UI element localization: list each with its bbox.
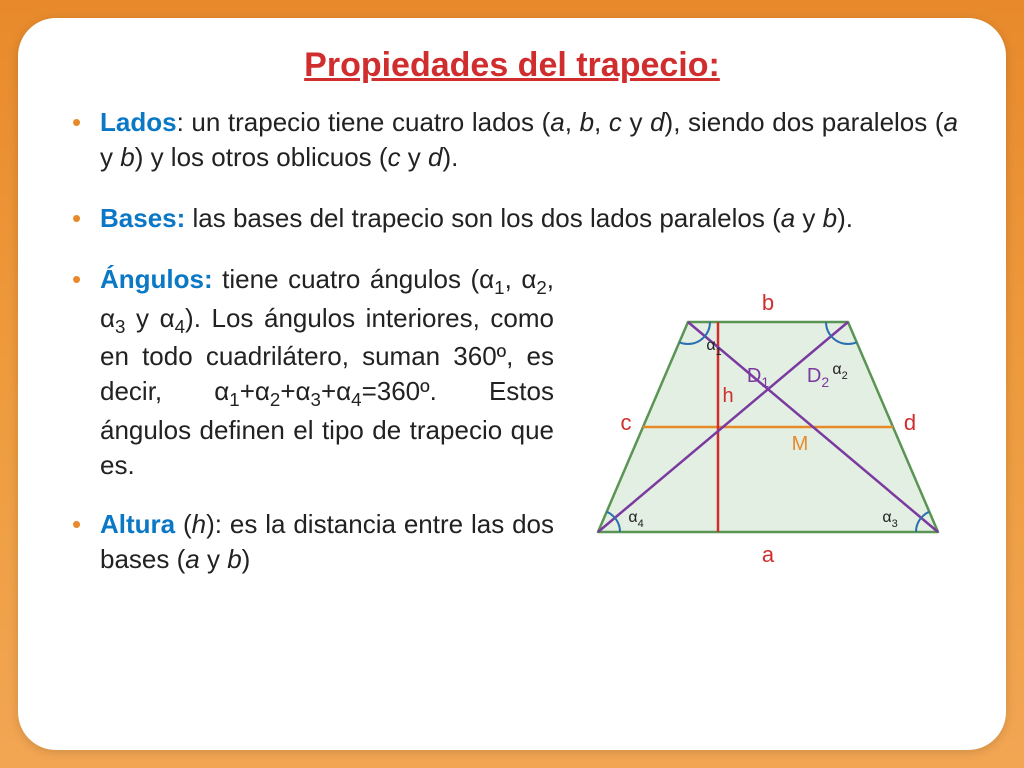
trapezoid-figure: abcdhMD1D2α1α2α3α4 bbox=[578, 282, 958, 582]
property-bases: Bases: las bases del trapecio son los do… bbox=[66, 201, 958, 236]
term-angulos: Ángulos: bbox=[100, 264, 213, 294]
svg-text:h: h bbox=[722, 385, 733, 407]
term-lados: Lados bbox=[100, 107, 177, 137]
term-altura: Altura bbox=[100, 509, 175, 539]
property-list-top: Lados: un trapecio tiene cuatro lados (a… bbox=[66, 105, 958, 236]
property-lados: Lados: un trapecio tiene cuatro lados (a… bbox=[66, 105, 958, 175]
svg-text:M: M bbox=[792, 433, 809, 455]
svg-text:a: a bbox=[762, 542, 775, 567]
term-bases: Bases: bbox=[100, 203, 185, 233]
property-list-bottom: Ángulos: tiene cuatro ángulos (α1, α2, α… bbox=[66, 262, 554, 577]
property-altura: Altura (h): es la distancia entre las do… bbox=[66, 507, 554, 577]
property-angulos: Ángulos: tiene cuatro ángulos (α1, α2, α… bbox=[66, 262, 554, 483]
svg-text:b: b bbox=[762, 290, 774, 315]
trapezoid-svg: abcdhMD1D2α1α2α3α4 bbox=[578, 282, 958, 582]
page-title: Propiedades del trapecio: bbox=[66, 46, 958, 85]
svg-text:c: c bbox=[621, 410, 632, 435]
svg-text:d: d bbox=[904, 410, 916, 435]
col-text: Ángulos: tiene cuatro ángulos (α1, α2, α… bbox=[66, 262, 554, 601]
content-card: Propiedades del trapecio: Lados: un trap… bbox=[18, 18, 1006, 750]
row-text-figure: Ángulos: tiene cuatro ángulos (α1, α2, α… bbox=[66, 262, 958, 601]
